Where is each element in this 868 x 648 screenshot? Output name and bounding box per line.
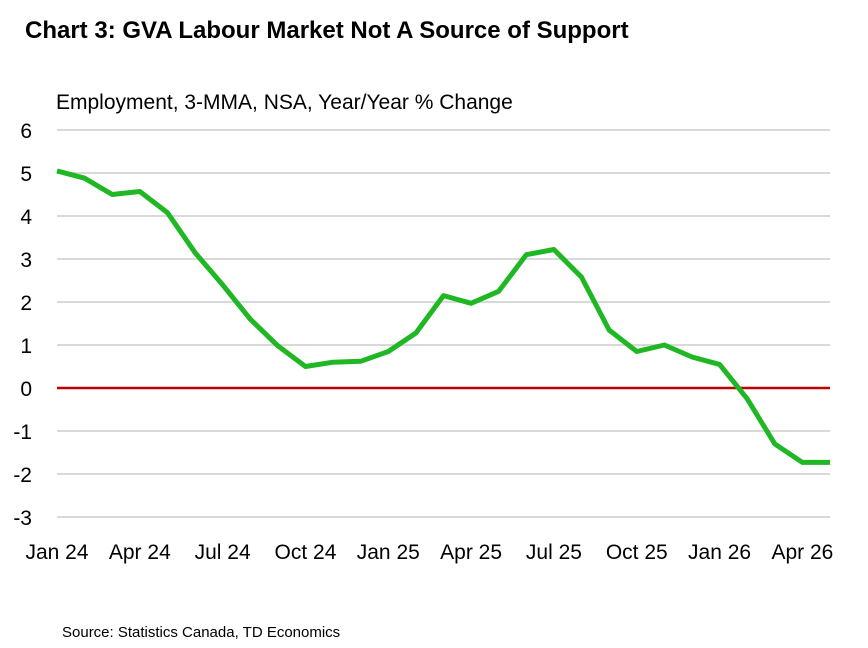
x-tick-label: Jan 25: [357, 541, 420, 564]
series-layer: [56, 168, 830, 465]
y-tick-label: 2: [20, 292, 32, 315]
x-tick-label: Oct 25: [606, 541, 668, 564]
chart-subtitle: Employment, 3-MMA, NSA, Year/Year % Chan…: [56, 91, 513, 114]
x-tick-label: Apr 24: [109, 541, 171, 564]
y-tick-label: -1: [13, 421, 32, 444]
x-tick-label: Jul 24: [195, 541, 251, 564]
x-tick-label: Apr 25: [440, 541, 502, 564]
y-tick-label: -3: [13, 507, 32, 530]
y-tick-label: 4: [20, 206, 32, 229]
x-tick-label: Apr 26: [771, 541, 833, 564]
series-line-0: [56, 168, 830, 465]
x-axis-ticks: Jan 24 Apr 24 Jul 24 Oct 24 Jan 25 Apr 25 Jul …: [25, 541, 833, 564]
y-tick-label: 5: [20, 163, 32, 186]
y-tick-label: 6: [20, 120, 32, 143]
x-tick-label: Jan 24: [25, 541, 88, 564]
source-note: Source: Statistics Canada, TD Economics: [62, 624, 341, 641]
y-tick-label: 0: [20, 378, 32, 401]
y-tick-label: -2: [13, 464, 32, 487]
x-tick-label: Jul 25: [526, 541, 582, 564]
gridlines: [57, 129, 830, 518]
y-tick-label: 3: [20, 249, 32, 272]
chart-title: Chart 3: GVA Labour Market Not A Source …: [25, 17, 629, 44]
x-tick-label: Jan 26: [688, 541, 751, 564]
x-tick-label: Oct 24: [275, 541, 337, 564]
y-axis-ticks: 6 5 4 3 2 1 0 -1 -2 -3: [13, 120, 32, 530]
y-tick-label: 1: [20, 335, 32, 358]
